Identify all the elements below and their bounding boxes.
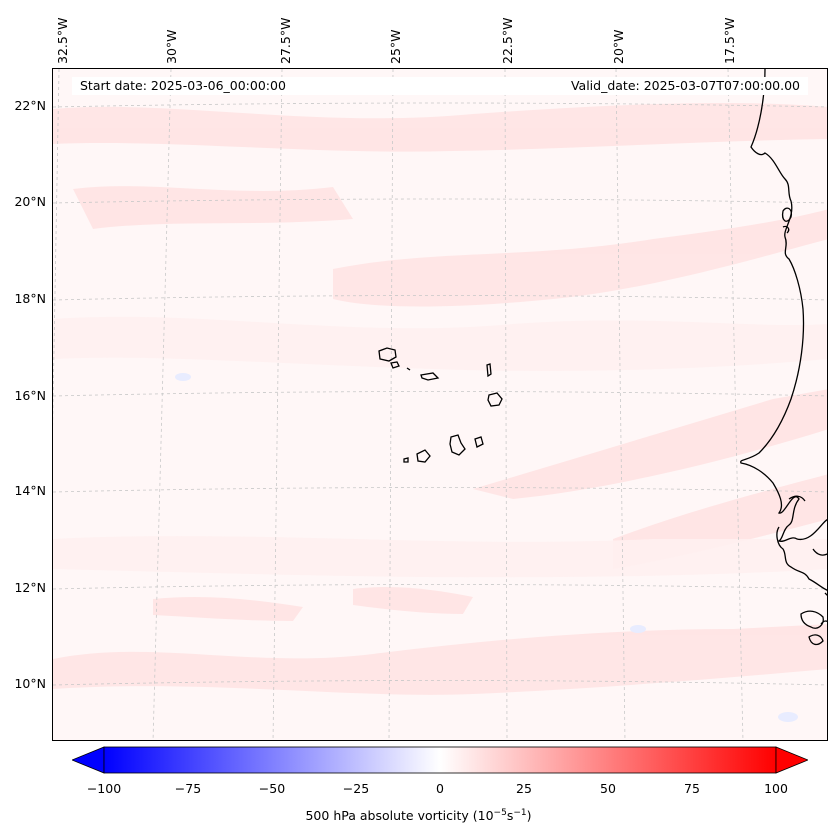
vorticity-field-light (53, 316, 827, 578)
colorbar-tick-label: −75 (174, 781, 202, 796)
colorbar-gradient (103, 746, 777, 774)
start-date-label: Start date: 2025-03-06_00:00:00 (80, 78, 286, 93)
colorbar-high-extend (775, 746, 808, 774)
colorbar-label-exp1: −5 (493, 808, 507, 818)
lon-label: 20°W (611, 29, 626, 64)
map-panel[interactable]: Start date: 2025-03-06_00:00:00 Valid_da… (52, 68, 828, 741)
valid-date-label: Valid_date: 2025-03-07T07:00:00.00 (570, 78, 800, 93)
colorbar-tick-label: −50 (258, 781, 286, 796)
colorbar-tick-label: −100 (86, 781, 122, 796)
lon-label: 25°W (388, 29, 403, 64)
colorbar-tick-label: 25 (516, 781, 532, 796)
colorbar-tick-label: 100 (764, 781, 788, 796)
colorbar-label-main: 500 hPa absolute vorticity (10 (305, 808, 494, 824)
colorbar (72, 746, 808, 774)
vorticity-map (53, 69, 827, 740)
lon-label: 27.5°W (278, 17, 293, 64)
lon-label: 22.5°W (500, 17, 515, 64)
lat-label: 16°N (14, 388, 46, 403)
lat-label: 12°N (14, 580, 46, 595)
lat-label: 22°N (14, 98, 46, 113)
colorbar-low-extend (72, 746, 105, 774)
lat-label: 20°N (14, 194, 46, 209)
lon-label: 30°W (164, 29, 179, 64)
colorbar-label-end: ) (526, 808, 532, 824)
lon-label: 17.5°W (722, 17, 737, 64)
colorbar-tick-label: 75 (684, 781, 700, 796)
lat-label: 10°N (14, 676, 46, 691)
negative-vorticity-patches (175, 373, 798, 722)
colorbar-label-mid: s (506, 808, 514, 824)
cape-verde-islands (378, 347, 503, 463)
lat-label: 14°N (14, 483, 46, 498)
gridlines (53, 69, 827, 740)
date-info-bar: Start date: 2025-03-06_00:00:00 Valid_da… (72, 77, 808, 95)
colorbar-tick-label: 0 (436, 781, 444, 796)
colorbar-tick-label: −25 (342, 781, 370, 796)
colorbar-tick-label: 50 (600, 781, 616, 796)
lat-label: 18°N (14, 291, 46, 306)
vorticity-field (53, 103, 827, 695)
lon-label: 32.5°W (55, 17, 70, 64)
african-coastline (740, 69, 827, 646)
colorbar-label-exp2: −1 (513, 808, 527, 818)
colorbar-label: 500 hPa absolute vorticity (10−5s−1) (0, 808, 837, 823)
